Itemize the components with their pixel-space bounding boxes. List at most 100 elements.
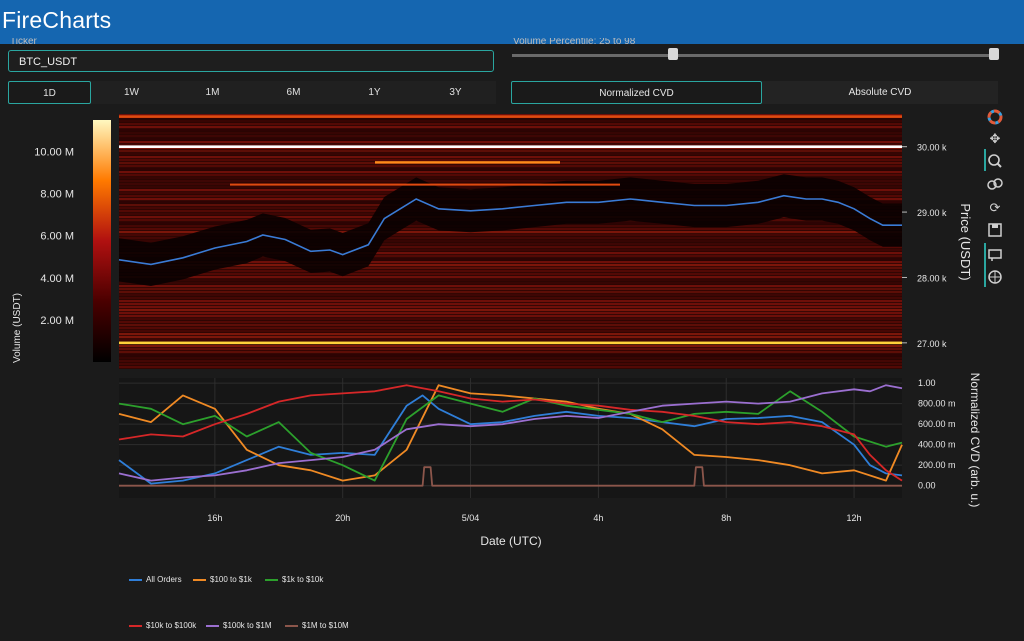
heatmap-band <box>119 234 902 237</box>
price-tick-label: 28.00 k <box>917 273 947 283</box>
zoom-icon[interactable] <box>984 151 1006 171</box>
cvd-series-line <box>118 384 903 482</box>
timeframe-1y-button[interactable]: 1Y <box>334 81 415 104</box>
compare-icon[interactable] <box>984 175 1006 195</box>
heatmap-band <box>119 327 902 330</box>
heatmap-band <box>119 192 902 195</box>
heatmap-band <box>119 342 902 345</box>
heatmap-band <box>119 210 902 213</box>
heatmap-band <box>119 222 902 225</box>
liquidity-level <box>119 145 902 148</box>
cvd-series <box>118 384 903 487</box>
heatmap-band <box>119 297 902 300</box>
heatmap-band <box>119 216 902 219</box>
legend-label: $100k to $1M <box>223 621 272 630</box>
timeframe-6m-button[interactable]: 6M <box>253 81 334 104</box>
toolbar-separator <box>984 243 986 287</box>
heatmap-band <box>119 306 902 309</box>
price-axis-label: Price (USDT) <box>958 203 973 280</box>
heatmap-band <box>119 159 902 162</box>
liquidity-level <box>119 115 902 118</box>
legend-label: $10k to $100k <box>146 621 197 630</box>
heatmap-band <box>119 126 902 129</box>
heatmap-band <box>119 156 902 159</box>
pan-icon[interactable]: ✥ <box>989 131 1001 146</box>
percentile-slider-track[interactable] <box>512 54 998 57</box>
heatmap-band <box>119 141 902 144</box>
colorbar-tick-label: 4.00 M <box>40 273 74 285</box>
timeframe-1d-button[interactable]: 1D <box>8 81 91 104</box>
reset-icon[interactable]: ⟳ <box>989 200 1001 215</box>
heatmap-band <box>119 324 902 327</box>
toolbar-separator <box>984 149 986 171</box>
heatmap-band <box>119 225 902 228</box>
cvd-x-ticks: 16h 20h 5/04 4h 8h 12h <box>207 513 861 523</box>
hover-icon[interactable] <box>984 245 1006 265</box>
heatmap-band <box>119 303 902 306</box>
liquidity-level <box>119 341 902 345</box>
absolute-cvd-button[interactable]: Absolute CVD <box>762 81 998 104</box>
colorbar-tick-label: 6.00 M <box>40 231 74 243</box>
heatmap-band <box>119 351 902 354</box>
heatmap-band <box>119 345 902 348</box>
x-tick-label: 16h <box>207 513 222 523</box>
legend-label: $100 to $1k <box>210 575 252 584</box>
heatmap-band <box>119 264 902 267</box>
timeframe-1w-button[interactable]: 1W <box>91 81 172 104</box>
heatmap-band <box>119 252 902 255</box>
heatmap-band <box>119 339 902 342</box>
percentile-slider-high-handle[interactable] <box>989 48 999 60</box>
timeframe-3y-button[interactable]: 3Y <box>415 81 496 104</box>
colorbar-tick-label: 2.00 M <box>40 315 74 327</box>
legend-item-1m-to-10m[interactable]: $1M to $10M <box>285 621 349 630</box>
x-axis-label: Date (UTC) <box>480 534 541 548</box>
heatmap-band <box>119 129 902 132</box>
cvd-series-line <box>118 390 903 482</box>
legend-item-all-orders[interactable]: All Orders <box>129 575 182 584</box>
cvd-series-line <box>118 384 903 482</box>
cvd-y-tick-label: 1.00 <box>918 378 936 388</box>
ticker-label: Ticker <box>10 38 37 46</box>
heatmap-band <box>119 123 902 126</box>
heatmap-band <box>119 174 902 177</box>
cvd-y-tick-label: 800.00 m <box>918 399 956 409</box>
legend-item-100k-to-1m[interactable]: $100k to $1M <box>206 621 271 630</box>
heatmap-band <box>119 291 902 294</box>
heatmap-band <box>119 198 902 201</box>
heatmap-band <box>119 177 902 180</box>
x-tick-label: 12h <box>847 513 862 523</box>
price-line <box>118 194 902 266</box>
heatmap-band <box>119 309 902 312</box>
cvd-grid <box>119 378 902 498</box>
timeframe-selector: 1D 1W 1M 6M 1Y 3Y <box>8 81 496 104</box>
colorbar-ticks: 2.00 M 4.00 M 6.00 M 8.00 M 10.00 M <box>34 147 74 327</box>
heatmap-band <box>119 285 902 288</box>
heatmap-background <box>119 114 902 369</box>
legend-item-10k-to-100k[interactable]: $10k to $100k <box>129 621 196 630</box>
heatmap-band <box>119 294 902 297</box>
heatmap-band <box>119 144 902 147</box>
heatmap-band <box>119 267 902 270</box>
save-icon[interactable] <box>984 220 1006 240</box>
normalized-cvd-button[interactable]: Normalized CVD <box>511 81 762 104</box>
heatmap-band <box>119 336 902 339</box>
x-tick-label: 20h <box>335 513 350 523</box>
spike-icon[interactable] <box>984 267 1006 287</box>
heatmap-band <box>119 204 902 207</box>
percentile-slider-low-handle[interactable] <box>668 48 678 60</box>
heatmap-band <box>119 321 902 324</box>
heatmap-band <box>119 153 902 156</box>
heatmap-band <box>119 360 902 363</box>
price-tick-label: 29.00 k <box>917 208 947 218</box>
legend-item-100-to-1k[interactable]: $100 to $1k <box>193 575 252 584</box>
legend-item-1k-to-10k[interactable]: $1k to $10k <box>265 575 323 584</box>
heatmap-band <box>119 186 902 189</box>
cvd-y-tick-label: 200.00 m <box>918 460 956 470</box>
timeframe-1m-button[interactable]: 1M <box>172 81 253 104</box>
ticker-input[interactable]: BTC_USDT <box>8 50 494 72</box>
heatmap-band <box>119 132 902 135</box>
logo-icon[interactable] <box>984 107 1006 127</box>
heatmap-band <box>119 246 902 249</box>
heatmap-band <box>119 117 902 120</box>
heatmap-band <box>119 162 902 165</box>
